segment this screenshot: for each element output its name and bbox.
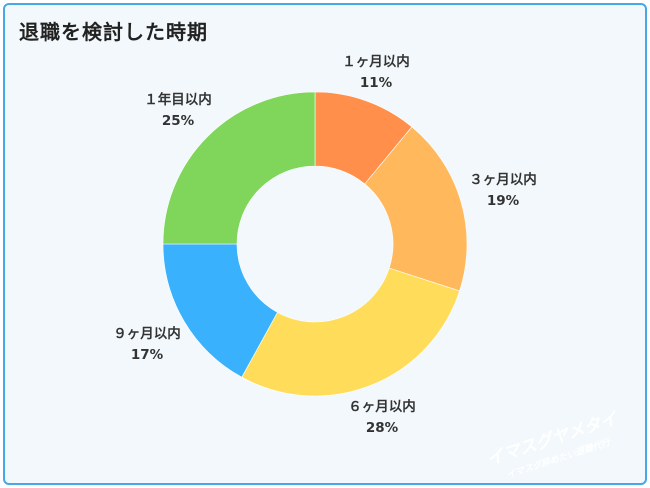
- donut-slices: [162, 91, 468, 397]
- slice-labels: １ヶ月以内 11% ３ヶ月以内 19% ６ヶ月以内 28% ９ヶ月以内 17% １年目以内 25%: [113, 53, 537, 436]
- slice-value-label: 28%: [366, 420, 399, 436]
- slice-category-label: ９ヶ月以内: [113, 325, 181, 342]
- donut-slice: [364, 126, 468, 292]
- watermark-logo: イマスグヤメタイ イマスグ辞めたい退職代行: [485, 408, 622, 481]
- chart-frame: [3, 3, 647, 485]
- slice-value-label: 25%: [162, 113, 195, 129]
- slice-category-label: １ヶ月以内: [342, 53, 410, 70]
- chart-title: 退職を検討した時期: [19, 20, 208, 44]
- donut-slice: [162, 91, 316, 245]
- slice-category-label: ６ヶ月以内: [348, 398, 416, 415]
- slice-category-label: １年目以内: [144, 91, 212, 108]
- slice-value-label: 19%: [487, 193, 520, 209]
- slice-category-label: ３ヶ月以内: [469, 171, 537, 188]
- slice-value-label: 11%: [360, 75, 393, 91]
- donut-slice: [241, 267, 460, 397]
- slice-value-label: 17%: [131, 347, 164, 363]
